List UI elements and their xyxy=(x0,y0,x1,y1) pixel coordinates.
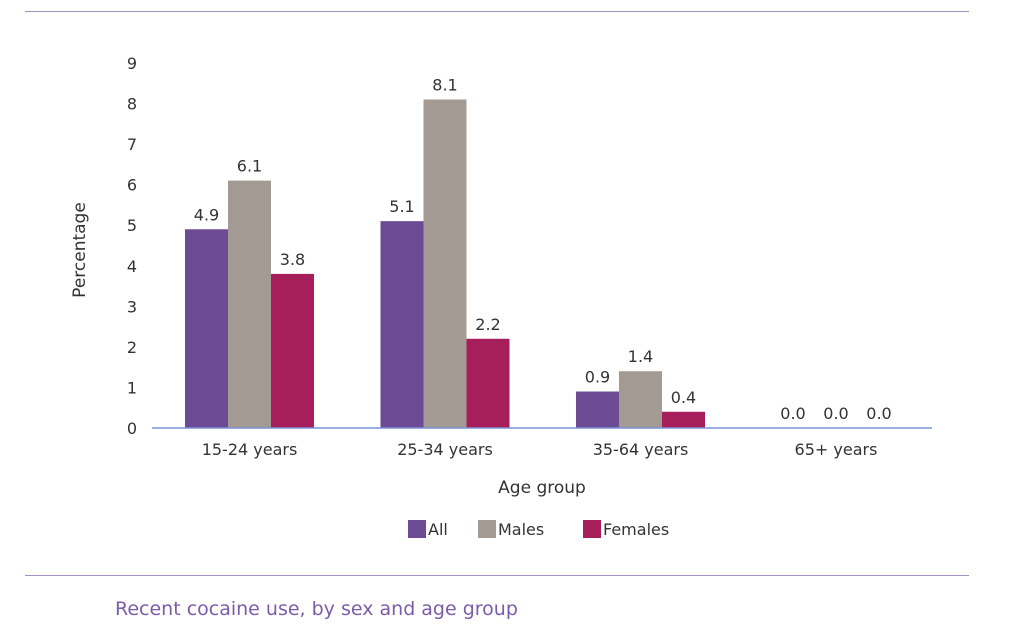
legend-swatch-all xyxy=(408,520,426,538)
bar-value-label: 0.0 xyxy=(866,404,891,423)
legend: All Males Females xyxy=(408,520,669,539)
y-tick-label: 1 xyxy=(127,378,137,397)
y-tick-label: 3 xyxy=(127,297,137,316)
y-tick-label: 2 xyxy=(127,338,137,357)
bar-value-label: 0.0 xyxy=(823,404,848,423)
bar-males xyxy=(619,371,662,428)
bar-value-label: 3.8 xyxy=(280,250,305,269)
figure-caption: Recent cocaine use, by sex and age group xyxy=(115,598,518,620)
bar-value-label: 8.1 xyxy=(432,76,457,95)
bar-females xyxy=(662,411,705,428)
bar-females xyxy=(271,273,314,428)
legend-label-males: Males xyxy=(498,520,544,539)
bar-value-label: 6.1 xyxy=(237,157,262,176)
y-tick-label: 8 xyxy=(127,95,137,114)
x-tick-label: 25-34 years xyxy=(397,440,493,459)
bar-males xyxy=(423,99,467,428)
bar-all xyxy=(576,391,619,428)
x-axis-label: Age group xyxy=(498,478,586,498)
legend-label-females: Females xyxy=(603,520,669,539)
x-tick-label: 35-64 years xyxy=(593,440,689,459)
legend-swatch-females xyxy=(583,520,601,538)
legend-label-all: All xyxy=(428,520,448,539)
y-axis-ticks: 0 1 2 3 4 5 6 7 8 9 xyxy=(127,54,137,438)
y-tick-label: 9 xyxy=(127,54,137,73)
bar-value-label: 5.1 xyxy=(389,197,414,216)
bar-males xyxy=(228,180,271,428)
bar-value-label: 0.9 xyxy=(585,368,610,387)
bar-value-label: 1.4 xyxy=(628,347,653,366)
y-tick-label: 0 xyxy=(127,419,137,438)
bar-all xyxy=(185,229,228,428)
bar-value-label: 2.2 xyxy=(475,315,500,334)
bars xyxy=(185,99,705,428)
bar-all xyxy=(380,221,424,428)
x-axis-tick-labels: 15-24 years 25-34 years 35-64 years 65+ yea… xyxy=(202,440,878,459)
y-tick-label: 7 xyxy=(127,135,137,154)
y-tick-label: 4 xyxy=(127,257,137,276)
x-tick-label: 65+ years xyxy=(795,440,878,459)
legend-swatch-males xyxy=(478,520,496,538)
bar-data-labels: 4.9 6.1 3.8 5.1 8.1 2.2 0.9 1.4 0.4 0.0 0.0 0.0 xyxy=(194,76,892,424)
y-tick-label: 5 xyxy=(127,216,137,235)
bar-value-label: 4.9 xyxy=(194,205,219,224)
bar-value-label: 0.4 xyxy=(671,388,696,407)
bottom-divider xyxy=(25,575,969,576)
y-axis-label: Percentage xyxy=(70,202,90,298)
bar-females xyxy=(466,338,510,428)
bar-value-label: 0.0 xyxy=(780,404,805,423)
y-tick-label: 6 xyxy=(127,176,137,195)
x-tick-label: 15-24 years xyxy=(202,440,298,459)
top-divider xyxy=(25,11,969,12)
